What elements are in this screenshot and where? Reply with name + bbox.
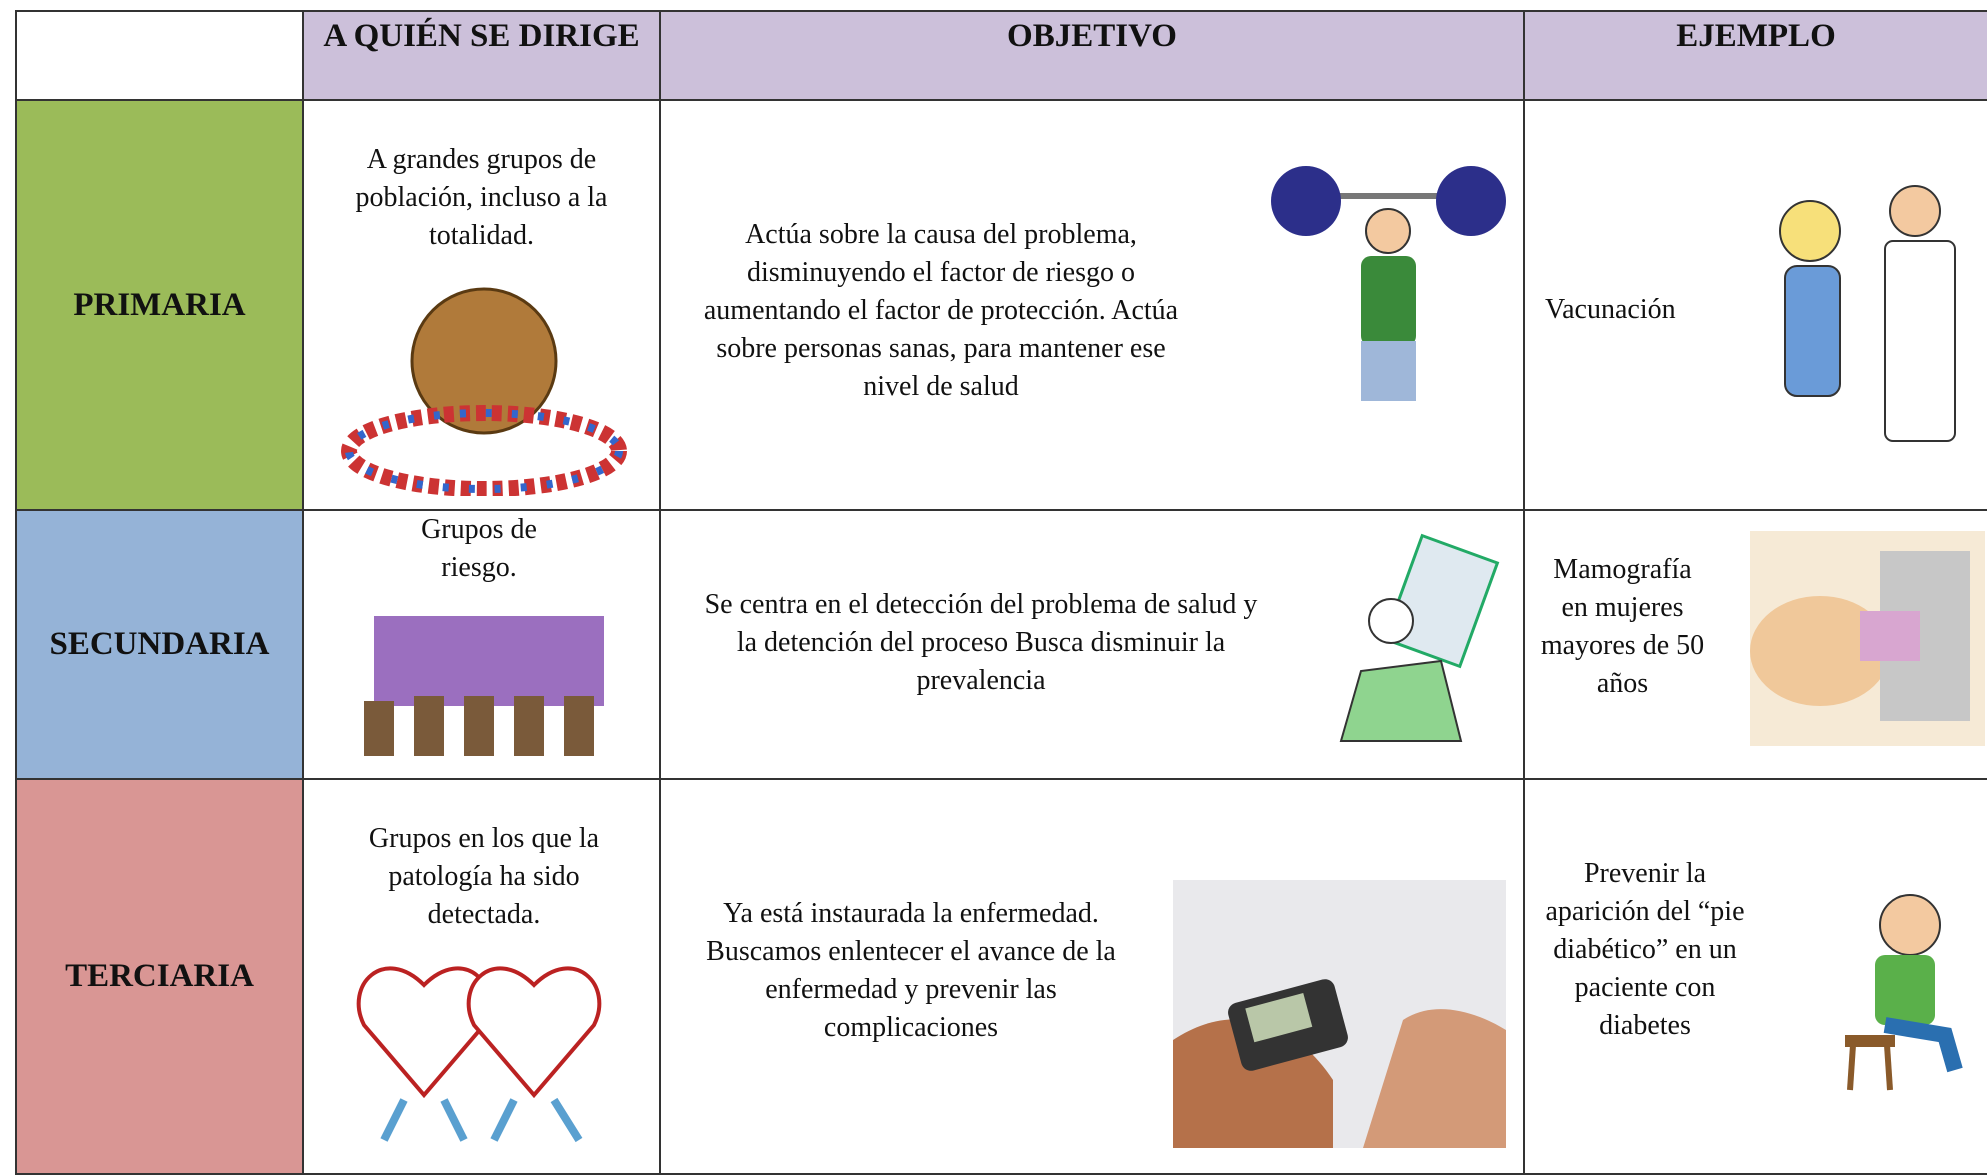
illustration [1845, 894, 1963, 1091]
objective-cell: Actúa sobre la causa del problema, dismi… [659, 99, 1525, 511]
level-cell: PRIMARIA [15, 99, 304, 511]
target-cell: A grandes grupos de población, incluso a… [302, 99, 661, 511]
illustration [1750, 531, 1985, 746]
example-cell: Prevenir la aparición del “pie diabético… [1523, 778, 1987, 1175]
example-cell: Vacunación [1523, 99, 1987, 511]
example-text: Vacunación [1545, 294, 1676, 325]
example-text: Prevenir la aparición del “pie diabético… [1545, 858, 1745, 1041]
illustration [341, 287, 627, 496]
objective-text: Se centra en el detección del problema d… [704, 589, 1258, 696]
objective-cell: Ya está instaurada la enfermedad. Buscam… [659, 778, 1525, 1175]
objective-text: Ya está instaurada la enfermedad. Buscam… [706, 898, 1116, 1043]
objective-text: Actúa sobre la causa del problema, dismi… [703, 219, 1179, 402]
corner-cell [15, 10, 304, 101]
level-cell: TERCIARIA [15, 778, 304, 1175]
target-cell: Grupos de riesgo. [302, 509, 661, 780]
header-cell: A QUIÉN SE DIRIGE [302, 10, 661, 101]
illustration [1173, 880, 1506, 1148]
level-cell: SECUNDARIA [15, 509, 304, 780]
target-text: A grandes grupos de población, incluso a… [355, 144, 608, 251]
header-cell: EJEMPLO [1523, 10, 1987, 101]
objective-cell: Se centra en el detección del problema d… [659, 509, 1525, 780]
header-cell: OBJETIVO [659, 10, 1525, 101]
target-text: Grupos en los que la patología ha sido d… [368, 823, 600, 930]
illustration [1779, 185, 1956, 442]
illustration [356, 966, 602, 1143]
illustration [1339, 533, 1500, 742]
illustration [364, 616, 604, 756]
illustration [1271, 166, 1506, 401]
target-text: Grupos de riesgo. [421, 514, 537, 583]
target-cell: Grupos en los que la patología ha sido d… [302, 778, 661, 1175]
example-text: Mamografía en mujeres mayores de 50 años [1540, 554, 1705, 699]
example-cell: Mamografía en mujeres mayores de 50 años [1523, 509, 1987, 780]
